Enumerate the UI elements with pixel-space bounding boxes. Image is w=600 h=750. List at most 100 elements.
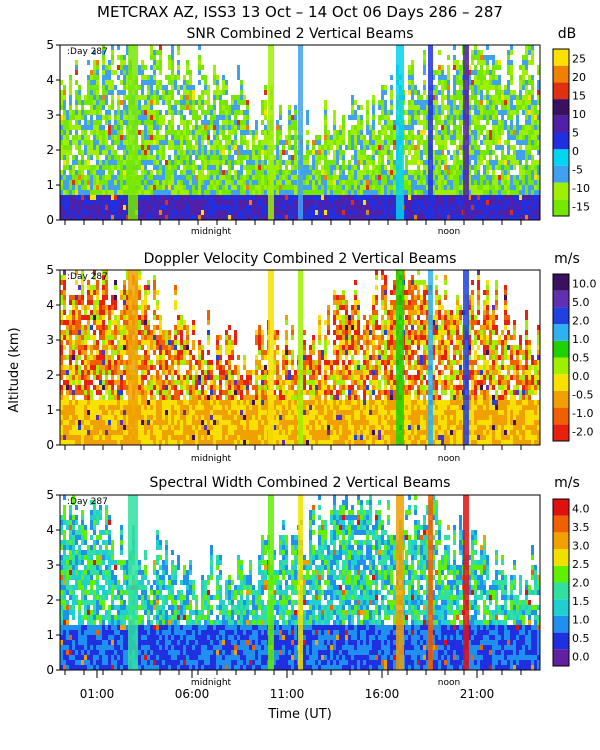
y-tick-label: 0: [46, 213, 54, 227]
colorbar-tick-label: 2.0: [572, 314, 590, 327]
colorbar-tick-label: 2.0: [572, 577, 590, 590]
day-marker: :Day 287: [67, 272, 108, 282]
colorbar-tick-label: 5.0: [572, 296, 590, 309]
y-tick-label: 4: [46, 73, 54, 87]
day-marker: :Day 287: [67, 497, 108, 507]
colorbar-segment: [553, 307, 569, 325]
colorbar-tick-label: -5: [572, 164, 583, 177]
colorbar-segment: [553, 649, 569, 666]
colorbar-tick-label: 0.5: [572, 352, 590, 365]
colorbar-tick-label: 1.0: [572, 614, 590, 627]
y-tick-label: 5: [46, 38, 54, 52]
plot-frame: [59, 494, 541, 671]
panel-title: SNR Combined 2 Vertical Beams: [186, 26, 413, 42]
y-tick-label: 2: [46, 143, 54, 157]
colorbar: 4.0 3.5 3.0 2.5 2.0 1.5 1.0 0.5 0.0: [552, 498, 590, 667]
colorbar-segment: [553, 424, 569, 441]
colorbar-tick-label: 10: [572, 108, 586, 121]
colorbar-segment: [553, 515, 569, 533]
colorbar-segment: [553, 290, 569, 308]
colorbar-tick-label: 10.0: [572, 277, 597, 290]
plot-frame: [59, 269, 541, 446]
colorbar-tick-label: 2.5: [572, 558, 590, 571]
colorbar-segment: [553, 565, 569, 583]
colorbar-segment: [553, 582, 569, 600]
colorbar-tick-label: 0: [572, 145, 579, 158]
colorbar-segment: [553, 49, 569, 66]
colorbar-tick-label: 15: [572, 89, 586, 102]
colorbar: 25 20 15 10 5 0 -5 -10 -15: [552, 48, 590, 217]
x-tick-label: 06:00: [175, 687, 210, 701]
colorbar-tick-label: 0.5: [572, 632, 590, 645]
colorbar-segment: [553, 199, 569, 216]
x-tick-label: 21:00: [460, 687, 495, 701]
colorbar-tick-label: -15: [572, 201, 590, 214]
x-inner-label: midnight: [191, 454, 232, 464]
y-tick-label: 4: [46, 523, 54, 537]
colorbar-tick-label: 0.0: [572, 370, 590, 383]
colorbar-tick-label: -1.0: [572, 407, 593, 420]
figure-title: METCRAX AZ, ISS3 13 Oct – 14 Oct 06 Days…: [97, 3, 503, 21]
colorbar-segment: [553, 165, 569, 183]
colorbar-segment: [553, 149, 569, 166]
panel-3: Spectral Width Combined 2 Vertical Beams…: [46, 475, 589, 701]
colorbar-segment: [553, 599, 569, 616]
colorbar-segment: [553, 632, 569, 650]
colorbar-segment: [553, 374, 569, 391]
colorbar-segment: [553, 340, 569, 358]
y-tick-label: 0: [46, 663, 54, 677]
x-tick-label: 11:00: [270, 687, 305, 701]
colorbar-tick-label: 1.5: [572, 595, 590, 608]
colorbar-tick-label: 20: [572, 71, 586, 84]
y-tick-label: 3: [46, 558, 54, 572]
colorbar-unit: m/s: [554, 475, 580, 491]
y-tick-label: 1: [46, 403, 54, 417]
panel-title: Doppler Velocity Combined 2 Vertical Bea…: [144, 251, 457, 267]
colorbar-segment: [553, 549, 569, 566]
colorbar-tick-label: 3.5: [572, 521, 590, 534]
colorbar-tick-label: 4.0: [572, 502, 590, 515]
colorbar-tick-label: 25: [572, 52, 586, 65]
heatmap-field: [60, 45, 540, 220]
colorbar-tick-label: -2.0: [572, 426, 593, 439]
y-tick-label: 3: [46, 108, 54, 122]
colorbar-unit: dB: [558, 26, 577, 42]
x-axis-label: Time (UT): [267, 707, 332, 722]
colorbar-segment: [553, 390, 569, 408]
colorbar-segment: [553, 115, 569, 133]
colorbar-segment: [553, 499, 569, 516]
colorbar-segment: [553, 274, 569, 291]
day-marker: :Day 287: [67, 47, 108, 57]
colorbar-segment: [553, 99, 569, 116]
panel-2: Doppler Velocity Combined 2 Vertical Bea…: [46, 251, 596, 464]
colorbar-tick-label: 5: [572, 127, 579, 140]
colorbar-unit: m/s: [554, 251, 580, 267]
x-inner-label: noon: [438, 678, 460, 688]
x-inner-label: noon: [438, 454, 460, 464]
y-tick-label: 1: [46, 178, 54, 192]
y-tick-label: 5: [46, 488, 54, 502]
colorbar-segment: [553, 407, 569, 425]
y-tick-label: 2: [46, 593, 54, 607]
heatmap-field: [60, 495, 540, 670]
plot-frame: [59, 44, 541, 221]
x-inner-label: noon: [438, 227, 460, 237]
colorbar: 10.0 5.0 2.0 1.0 0.5 0.0 -0.5 -1.0 -2.0: [552, 273, 597, 442]
colorbar-segment: [553, 324, 569, 341]
panels: SNR Combined 2 Vertical Beams dB 0 1 2 3 4 5 :Da…: [46, 26, 596, 701]
y-tick-label: 4: [46, 298, 54, 312]
colorbar-segment: [553, 357, 569, 375]
colorbar-tick-label: 0.0: [572, 651, 590, 664]
heatmap-field: [60, 270, 540, 445]
y-tick-label: 3: [46, 333, 54, 347]
y-tick-label: 2: [46, 368, 54, 382]
colorbar-segment: [553, 615, 569, 633]
colorbar-segment: [553, 132, 569, 150]
x-inner-label: midnight: [191, 678, 232, 688]
panel-title: Spectral Width Combined 2 Vertical Beams: [150, 475, 451, 491]
colorbar-segment: [553, 532, 569, 550]
colorbar-tick-label: -0.5: [572, 389, 593, 402]
x-inner-label: midnight: [191, 227, 232, 237]
y-tick-label: 1: [46, 628, 54, 642]
colorbar-tick-label: 3.0: [572, 539, 590, 552]
